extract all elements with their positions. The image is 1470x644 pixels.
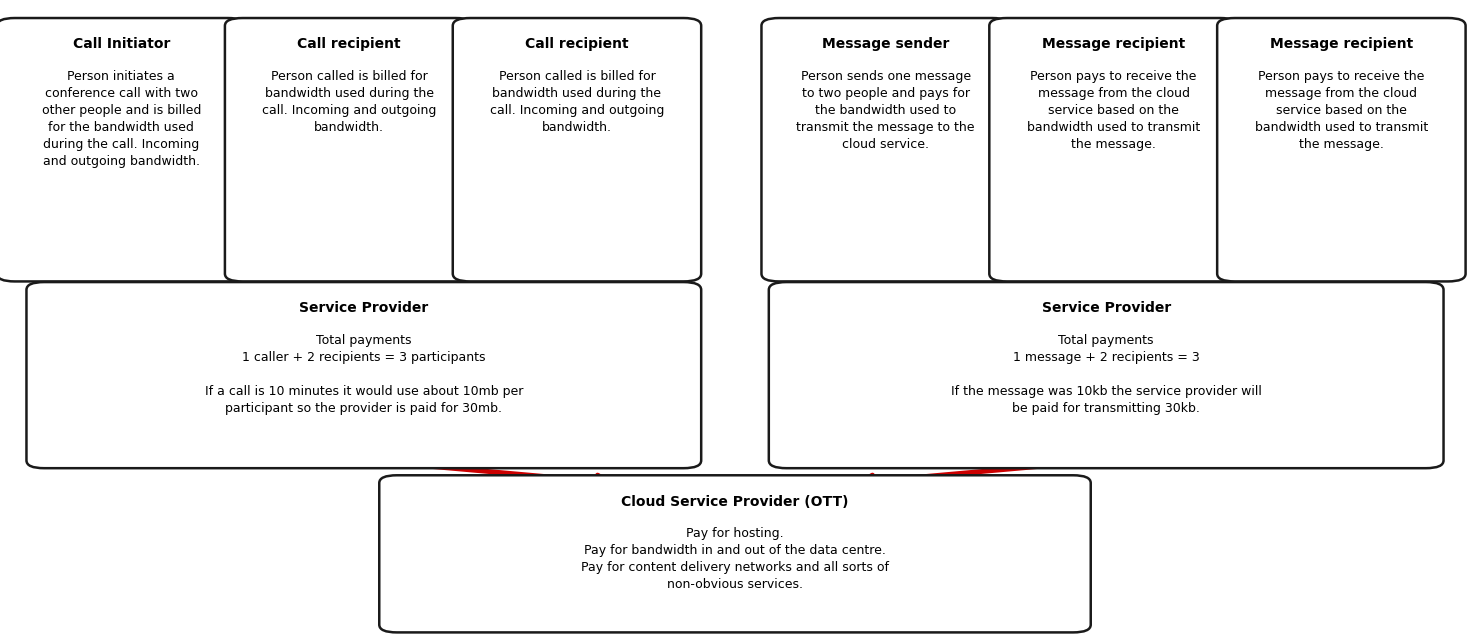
Text: Person initiates a
conference call with two
other people and is billed
for the b: Person initiates a conference call with …	[41, 70, 201, 167]
FancyBboxPatch shape	[769, 282, 1444, 468]
FancyBboxPatch shape	[26, 282, 701, 468]
Text: Call recipient: Call recipient	[525, 37, 629, 52]
Text: Person called is billed for
bandwidth used during the
call. Incoming and outgoin: Person called is billed for bandwidth us…	[490, 70, 664, 133]
Text: Service Provider: Service Provider	[1042, 301, 1170, 316]
FancyBboxPatch shape	[989, 18, 1238, 281]
Text: Total payments
1 message + 2 recipients = 3

If the message was 10kb the service: Total payments 1 message + 2 recipients …	[951, 334, 1261, 415]
Text: Message recipient: Message recipient	[1270, 37, 1413, 52]
Text: Call Initiator: Call Initiator	[72, 37, 171, 52]
Text: Message sender: Message sender	[822, 37, 950, 52]
FancyBboxPatch shape	[379, 475, 1091, 632]
Text: Person called is billed for
bandwidth used during the
call. Incoming and outgoin: Person called is billed for bandwidth us…	[262, 70, 437, 133]
Text: Message recipient: Message recipient	[1042, 37, 1185, 52]
Text: Person pays to receive the
message from the cloud
service based on the
bandwidth: Person pays to receive the message from …	[1255, 70, 1427, 151]
Text: Call recipient: Call recipient	[297, 37, 401, 52]
FancyBboxPatch shape	[453, 18, 701, 281]
Text: Service Provider: Service Provider	[300, 301, 428, 316]
Text: Person sends one message
to two people and pays for
the bandwidth used to
transm: Person sends one message to two people a…	[797, 70, 975, 151]
Text: Pay for hosting.
Pay for bandwidth in and out of the data centre.
Pay for conten: Pay for hosting. Pay for bandwidth in an…	[581, 527, 889, 591]
FancyBboxPatch shape	[1217, 18, 1466, 281]
FancyBboxPatch shape	[0, 18, 245, 281]
Text: Total payments
1 caller + 2 recipients = 3 participants

If a call is 10 minutes: Total payments 1 caller + 2 recipients =…	[204, 334, 523, 415]
Text: Person pays to receive the
message from the cloud
service based on the
bandwidth: Person pays to receive the message from …	[1028, 70, 1200, 151]
FancyBboxPatch shape	[225, 18, 473, 281]
FancyBboxPatch shape	[761, 18, 1010, 281]
Text: Cloud Service Provider (OTT): Cloud Service Provider (OTT)	[622, 495, 848, 509]
